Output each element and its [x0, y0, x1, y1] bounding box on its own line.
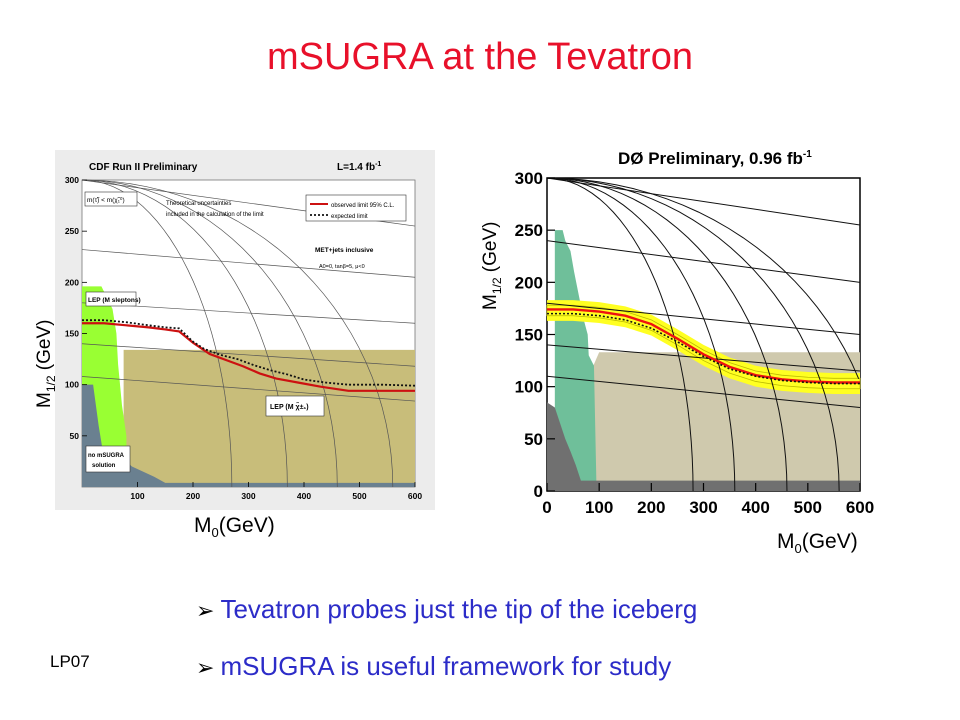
- cdf-lep-chargino-box: [265, 395, 325, 417]
- d0-lep-region: [554, 230, 597, 491]
- bullet-1: ➢ Tevatron probes just the tip of the ice…: [196, 594, 697, 625]
- cdf-theory-note-1: Theoretical uncertainties: [166, 201, 231, 207]
- d0-gluino-contour: [546, 240, 861, 283]
- d0-x-tick-label: 0: [542, 498, 551, 517]
- d0-x-tick-label: 300: [689, 498, 717, 517]
- cdf-observed-limit-line: [82, 322, 415, 392]
- d0-mass-contour: [546, 177, 694, 492]
- arrow-bullet-icon: ➢: [196, 655, 215, 680]
- d0-y-tick-label: 0: [534, 482, 543, 501]
- bullet-1-text: Tevatron probes just the tip of the iceb…: [220, 594, 698, 624]
- cdf-stau-box: [84, 191, 138, 207]
- d0-x-tick-label: 500: [794, 498, 822, 517]
- cdf-gluino-contour: [81, 249, 416, 278]
- cdf-x-axis-label: M0(GeV): [194, 514, 275, 541]
- bullet-2: ➢ mSUGRA is useful framework for study: [196, 651, 671, 682]
- cdf-theory-note-2: included in the calculation of the limit: [166, 212, 264, 218]
- d0-y-tick-label: 250: [515, 221, 543, 240]
- cdf-y-tick-label: 100: [65, 380, 79, 390]
- cdf-y-axis-label: M1/2 (GeV): [34, 319, 58, 408]
- d0-gluino-contour: [546, 302, 861, 335]
- d0-title: DØ Preliminary, 0.96 fb-1: [618, 149, 812, 168]
- cdf-y-tick-label: 50: [70, 431, 80, 441]
- footer-label: LP07: [50, 652, 90, 671]
- cdf-no-solution-region: [82, 384, 415, 487]
- d0-x-axis-label: M0(GeV): [777, 530, 858, 557]
- cdf-no-msugra-text-2: solution: [92, 463, 116, 469]
- cdf-chart: CDF Run II Preliminary L=1.4 fb-1 100 200…: [55, 150, 435, 510]
- d0-observed-limit-line: [547, 308, 860, 384]
- d0-mass-contour: [546, 177, 736, 492]
- cdf-params-text: A0=0, tanβ=5, μ<0: [319, 264, 365, 270]
- cdf-expected-limit-line: [82, 319, 416, 387]
- cdf-legend-observed-label: observed limit 95% C.L.: [331, 203, 395, 209]
- cdf-lep-chargino-region: [123, 349, 415, 487]
- cdf-x-tick-label: 100: [130, 491, 144, 501]
- bullet-2-text: mSUGRA is useful framework for study: [220, 651, 672, 681]
- d0-x-tick-label: 100: [585, 498, 613, 517]
- d0-y-tick-label: 150: [515, 326, 543, 345]
- cdf-no-msugra-text-1: no mSUGRA: [88, 453, 125, 459]
- cdf-title: CDF Run II Preliminary: [89, 162, 198, 173]
- d0-chart: DØ Preliminary, 0.96 fb-1 0 100 200 300 400 5…: [515, 149, 875, 517]
- cdf-x-tick-label: 500: [352, 491, 366, 501]
- cdf-mass-contour: [81, 179, 394, 488]
- d0-mass-contour: [546, 177, 840, 492]
- d0-gluino-contour: [546, 375, 861, 409]
- cdf-gluino-contour: [81, 376, 416, 402]
- d0-x-tick-label: 400: [741, 498, 769, 517]
- cdf-stau-text: m(τ̃) < m(χ̃₁⁰): [87, 196, 125, 204]
- cdf-legend-expected-label: expected limit: [331, 214, 368, 220]
- d0-y-tick-label: 50: [524, 430, 543, 449]
- cdf-mass-contour: [81, 179, 338, 488]
- d0-band-inner-edge: [546, 304, 861, 390]
- arrow-bullet-icon: ➢: [196, 598, 215, 623]
- cdf-lep-slepton-text: LEP (M sleptons): [88, 297, 141, 304]
- cdf-x-tick-label: 600: [408, 491, 422, 501]
- d0-x-tick-label: 200: [637, 498, 665, 517]
- d0-y-tick-label: 200: [515, 273, 543, 292]
- cdf-y-tick-label: 200: [65, 277, 79, 287]
- cdf-selection-text: MET+jets inclusive: [315, 247, 374, 254]
- d0-mass-contour: [546, 177, 788, 492]
- cdf-y-tick-label: 250: [65, 226, 79, 236]
- cdf-legend-box: [305, 194, 407, 222]
- d0-y-tick-label: 100: [515, 378, 543, 397]
- cdf-gluino-contour: [81, 302, 416, 324]
- d0-y-tick-label: 300: [515, 169, 543, 188]
- cdf-lep-chargino-text: LEP (M χ̃±₁): [270, 403, 309, 411]
- d0-y-axis-label: M1/2 (GeV): [480, 221, 504, 310]
- d0-gluino-contour: [546, 344, 861, 372]
- cdf-gluino-contour: [81, 343, 416, 367]
- cdf-lep-slepton-box: [85, 291, 137, 307]
- cdf-y-tick-label: 300: [65, 175, 79, 185]
- cdf-x-tick-label: 400: [297, 491, 311, 501]
- d0-no-solution-region: [547, 402, 860, 491]
- d0-x-tick-label: 600: [846, 498, 874, 517]
- d0-expected-limit-line: [547, 312, 860, 385]
- slide-title: mSUGRA at the Tevatron: [267, 36, 693, 78]
- cdf-y-tick-label: 150: [65, 329, 79, 339]
- d0-uncertainty-band: [547, 300, 860, 394]
- cdf-luminosity: L=1.4 fb-1: [337, 161, 381, 173]
- cdf-no-msugra-box: [85, 445, 131, 473]
- d0-gluino-contour: [546, 177, 861, 226]
- d0-mass-contour: [546, 177, 860, 380]
- cdf-x-tick-label: 200: [186, 491, 200, 501]
- cdf-x-tick-label: 300: [241, 491, 255, 501]
- cdf-mass-contour: [81, 179, 233, 488]
